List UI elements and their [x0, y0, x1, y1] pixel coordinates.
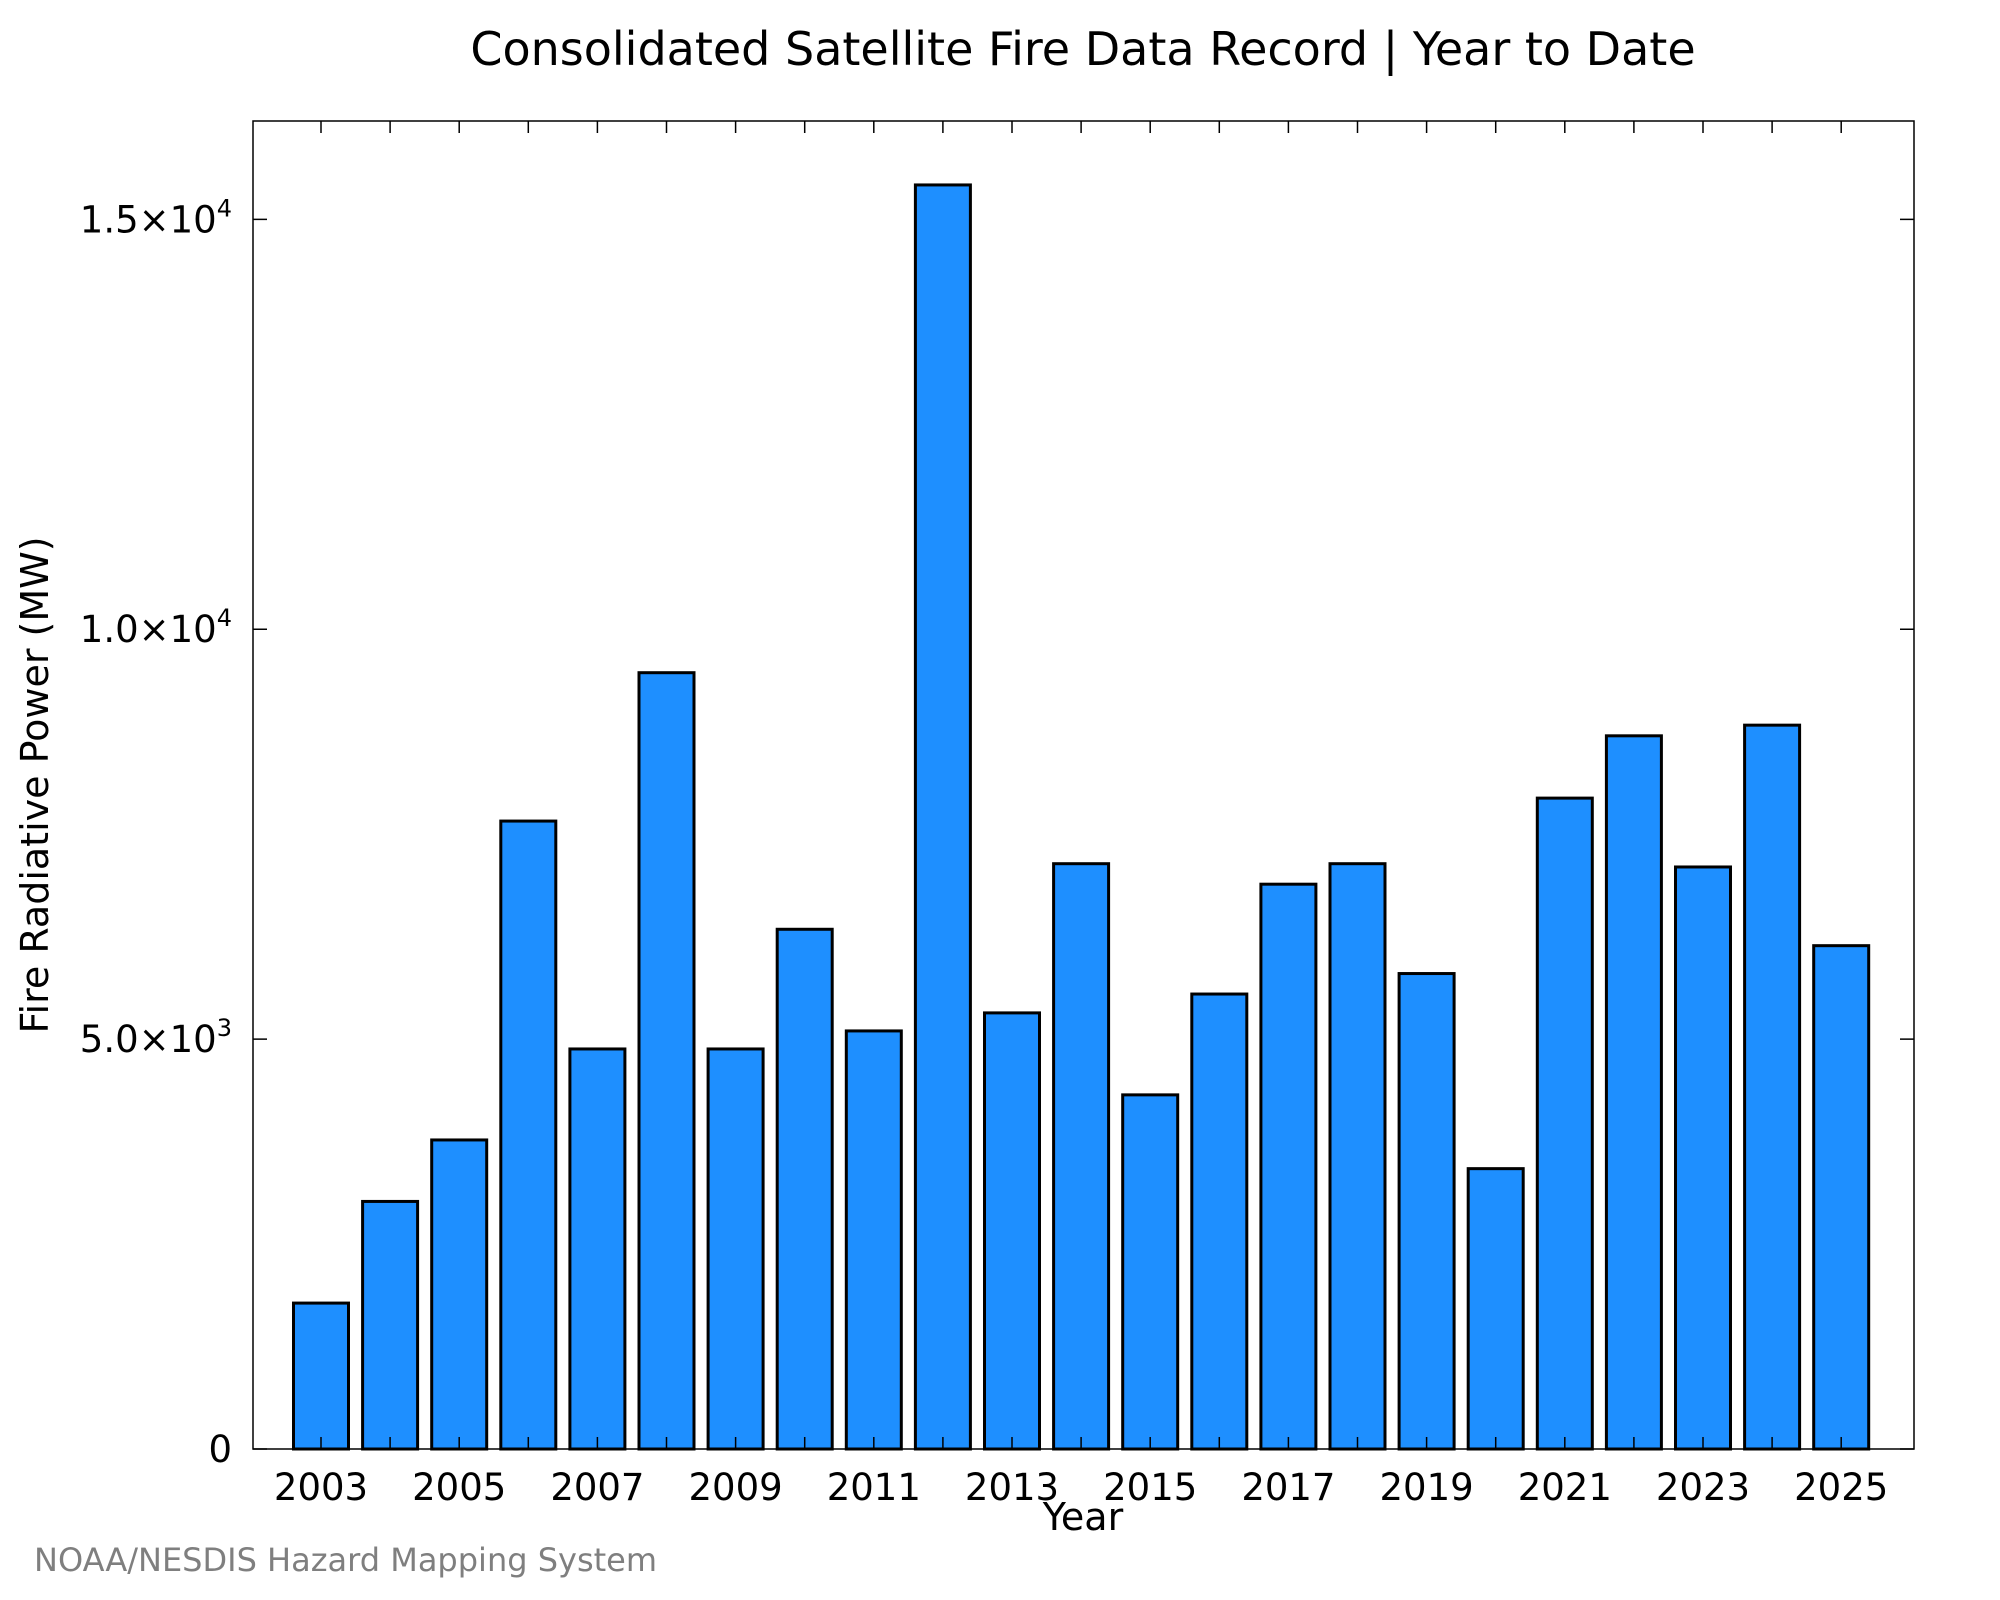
bar-2020 [1466, 1167, 1525, 1451]
bar-2010 [775, 927, 834, 1451]
x-tick-label: 2009 [689, 1466, 783, 1509]
x-tick-label: 2003 [274, 1466, 368, 1509]
bar-2004 [361, 1199, 420, 1451]
x-axis: 2003 2005 2007 2009 2011 2013 2015 2017 2019 2021… [274, 121, 1888, 1509]
x-tick-label: 2007 [550, 1466, 644, 1509]
x-tick-label: 2011 [827, 1466, 921, 1509]
y-tick-label: 1.0×104 [80, 604, 232, 651]
bar-2015 [1121, 1093, 1180, 1451]
x-tick-label: 2015 [1103, 1466, 1197, 1509]
plot-frame [252, 120, 1915, 1450]
bar-2003 [292, 1301, 350, 1451]
x-tick-label: 2013 [965, 1466, 1059, 1509]
bar-2021 [1535, 796, 1594, 1451]
bar-2009 [706, 1047, 765, 1451]
x-tick-label: 2017 [1241, 1466, 1335, 1509]
bar-2017 [1259, 882, 1318, 1451]
y-tick-label: 5.0×103 [80, 1014, 232, 1061]
bar-2007 [568, 1047, 627, 1451]
source-note: NOAA/NESDIS Hazard Mapping System [34, 1541, 657, 1579]
bar-2006 [499, 819, 558, 1451]
bar-2012 [913, 183, 972, 1451]
bars-group [292, 183, 1871, 1451]
bar-2025 [1812, 944, 1871, 1451]
x-tick-label: 2005 [412, 1466, 506, 1509]
x-axis-label: Year [1042, 1495, 1124, 1539]
chart-title: Consolidated Satellite Fire Data Record … [470, 22, 1695, 77]
bar-2011 [844, 1029, 903, 1451]
bar-2019 [1397, 972, 1456, 1451]
y-tick-label: 1.5×104 [80, 194, 232, 241]
x-tick-label: 2025 [1794, 1466, 1888, 1509]
x-tick-label: 2021 [1518, 1466, 1612, 1509]
bar-2005 [430, 1138, 489, 1451]
bar-2024 [1743, 723, 1802, 1451]
bar-2016 [1190, 992, 1249, 1451]
bar-2023 [1674, 865, 1732, 1451]
bar-2008 [637, 671, 696, 1451]
y-axis: 0 5.0×103 1.0×104 1.5×104 [80, 194, 1914, 1471]
x-tick-label: 2019 [1380, 1466, 1474, 1509]
x-tick-label: 2023 [1656, 1466, 1750, 1509]
bar-2013 [983, 1011, 1041, 1451]
y-tick-label: 0 [208, 1428, 232, 1471]
bar-2022 [1604, 734, 1663, 1451]
y-axis-label: Fire Radiative Power (MW) [13, 536, 57, 1033]
bar-2018 [1328, 862, 1387, 1451]
bar-2014 [1052, 862, 1111, 1451]
